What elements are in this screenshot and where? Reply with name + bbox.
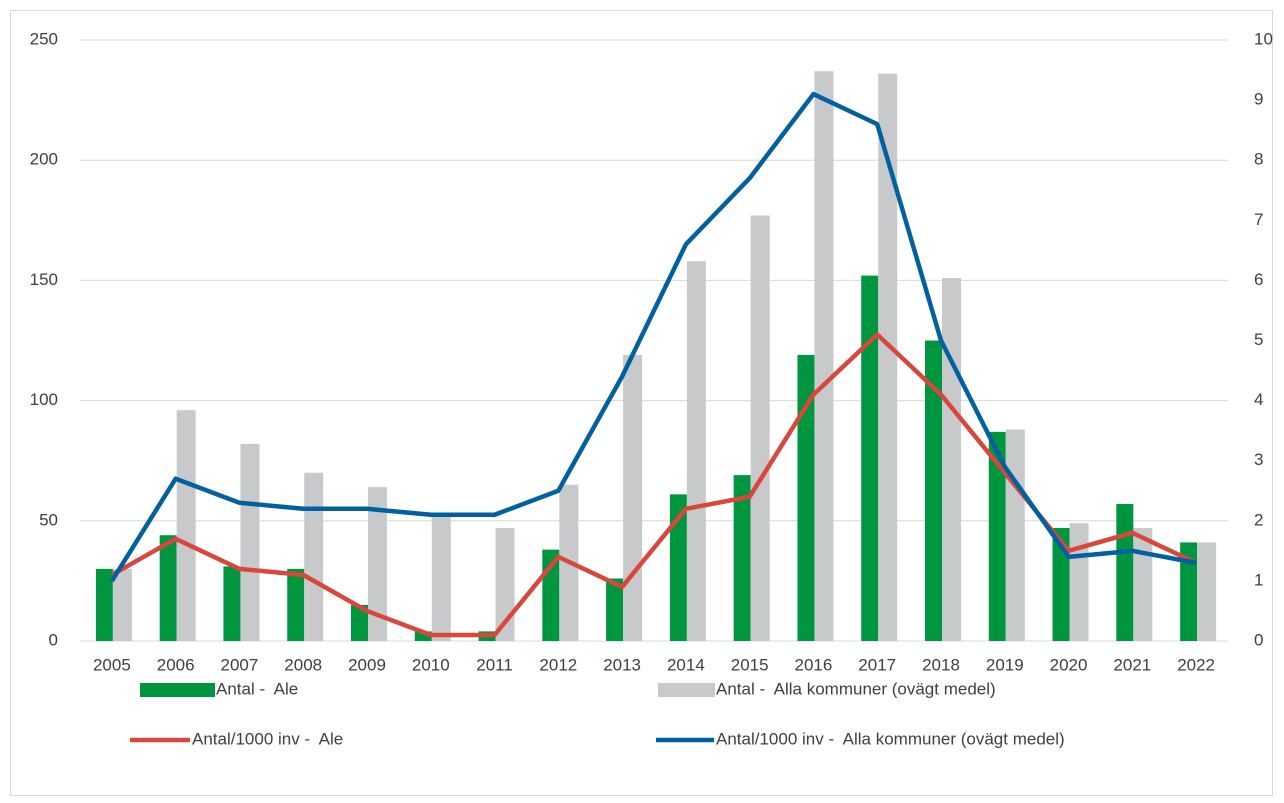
y-tick-label: 0 <box>49 630 58 649</box>
bar <box>414 631 432 641</box>
bar <box>942 277 961 641</box>
bar <box>431 515 451 641</box>
x-tick-label: 2022 <box>1177 655 1215 674</box>
x-tick-label: 2009 <box>348 655 386 674</box>
y2-tick-label: 1 <box>1254 570 1263 589</box>
bar <box>223 566 241 641</box>
legend-label: Antal/1000 inv - Ale <box>192 729 343 748</box>
x-tick-label: 2008 <box>284 655 322 674</box>
bar <box>669 494 687 641</box>
x-tick-label: 2018 <box>922 655 960 674</box>
bar <box>1005 429 1025 641</box>
y2-tick-label: 5 <box>1254 330 1263 349</box>
bar <box>925 340 942 641</box>
y-tick-label: 150 <box>30 270 58 289</box>
bar <box>988 431 1006 641</box>
line <box>109 91 1197 583</box>
legend-label: Antal - Ale <box>216 679 298 698</box>
y-tick-label: 200 <box>30 150 58 169</box>
bar <box>606 578 624 641</box>
x-tick-label: 2019 <box>986 655 1024 674</box>
x-tick-label: 2010 <box>412 655 450 674</box>
bar <box>1052 528 1070 641</box>
x-tick-label: 2006 <box>157 655 195 674</box>
bar <box>95 568 113 641</box>
y2-tick-label: 3 <box>1254 450 1263 469</box>
y-tick-label: 50 <box>39 510 58 529</box>
bar <box>814 71 834 641</box>
bar <box>686 261 706 641</box>
y2-tick-label: 2 <box>1254 510 1263 529</box>
bar <box>368 487 387 641</box>
bar <box>1133 528 1153 641</box>
bar <box>861 275 879 641</box>
y-tick-label: 100 <box>30 390 58 409</box>
bar <box>1116 503 1134 641</box>
bar <box>733 475 751 641</box>
bar <box>878 73 898 641</box>
x-tick-label: 2011 <box>476 655 513 674</box>
x-tick-label: 2021 <box>1113 655 1151 674</box>
bar <box>112 568 132 641</box>
bar <box>351 604 368 641</box>
bar <box>304 472 324 641</box>
x-tick-label: 2005 <box>93 655 131 674</box>
x-tick-label: 2020 <box>1050 655 1088 674</box>
bar <box>797 354 815 641</box>
x-tick-label: 2016 <box>795 655 833 674</box>
bar <box>750 215 770 641</box>
legend-swatch <box>140 683 215 697</box>
bar <box>1197 542 1217 641</box>
y2-tick-label: 4 <box>1254 390 1263 409</box>
bar <box>240 443 260 641</box>
legend-label: Antal - Alla kommuner (ovägt medel) <box>716 679 996 698</box>
bar <box>287 568 305 641</box>
bar <box>1180 542 1198 641</box>
x-tick-label: 2017 <box>858 655 896 674</box>
legend-swatch <box>658 683 715 697</box>
x-tick-label: 2007 <box>221 655 259 674</box>
bar <box>176 410 196 641</box>
bar <box>1069 523 1089 641</box>
legend-label: Antal/1000 inv - Alla kommuner (ovägt me… <box>716 729 1065 748</box>
line <box>110 332 1198 638</box>
y2-tick-label: 9 <box>1254 90 1263 109</box>
y2-tick-label: 0 <box>1254 630 1263 649</box>
y2-tick-label: 7 <box>1254 210 1263 229</box>
y-tick-label: 250 <box>30 29 58 48</box>
y2-tick-label: 6 <box>1254 270 1263 289</box>
bar <box>159 535 177 641</box>
y2-tick-label: 8 <box>1254 150 1263 169</box>
bar <box>623 354 643 641</box>
x-tick-label: 2013 <box>603 655 641 674</box>
y2-tick-label: 10 <box>1254 29 1273 48</box>
x-tick-label: 2012 <box>539 655 577 674</box>
x-tick-label: 2014 <box>667 655 705 674</box>
x-tick-label: 2015 <box>731 655 769 674</box>
